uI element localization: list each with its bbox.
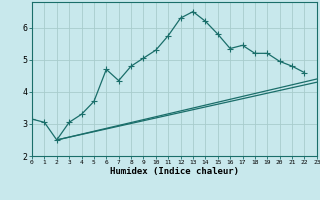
X-axis label: Humidex (Indice chaleur): Humidex (Indice chaleur) <box>110 167 239 176</box>
